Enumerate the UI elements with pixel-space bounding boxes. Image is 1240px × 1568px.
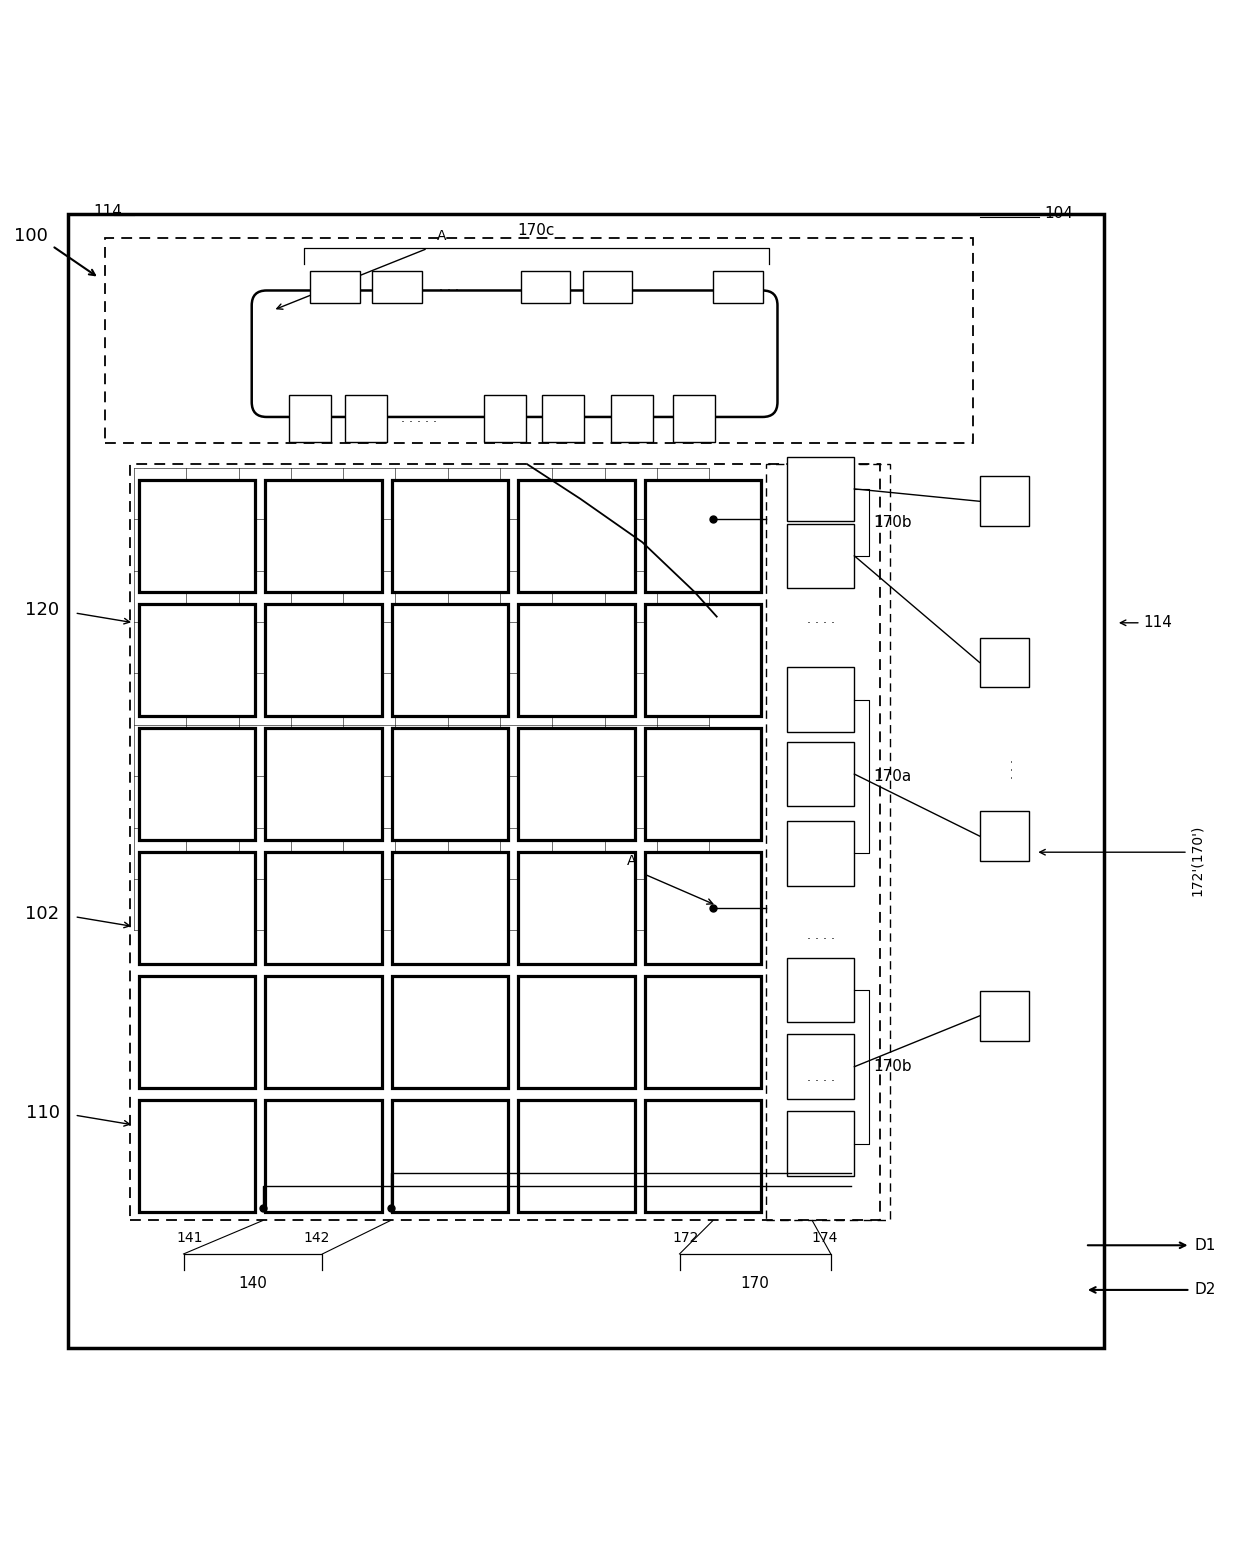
Text: 141: 141 bbox=[176, 1231, 203, 1245]
Text: 170b: 170b bbox=[873, 1060, 911, 1074]
Bar bbox=[345, 395, 387, 442]
Bar bbox=[139, 480, 255, 591]
Bar bbox=[673, 395, 715, 442]
Bar bbox=[787, 668, 854, 732]
Bar bbox=[980, 477, 1029, 527]
Bar bbox=[787, 822, 854, 886]
Bar bbox=[645, 480, 761, 591]
Bar bbox=[611, 395, 653, 442]
Text: 114: 114 bbox=[93, 204, 122, 218]
Bar bbox=[518, 604, 635, 717]
Bar bbox=[139, 728, 255, 840]
Bar bbox=[518, 1101, 635, 1212]
Bar bbox=[583, 271, 632, 303]
Text: . . .: . . . bbox=[1003, 759, 1016, 779]
Bar bbox=[139, 1101, 255, 1212]
Bar bbox=[713, 271, 763, 303]
Text: 110: 110 bbox=[26, 1104, 60, 1121]
Text: . . . .: . . . . bbox=[807, 613, 835, 626]
Bar bbox=[518, 480, 635, 591]
Bar bbox=[645, 1101, 761, 1212]
Bar bbox=[372, 271, 422, 303]
Text: 102: 102 bbox=[25, 905, 60, 924]
Bar bbox=[645, 851, 761, 964]
Bar bbox=[980, 638, 1029, 687]
Bar bbox=[787, 456, 854, 521]
Bar bbox=[392, 977, 508, 1088]
Bar bbox=[980, 991, 1029, 1041]
Bar bbox=[518, 977, 635, 1088]
Bar bbox=[265, 604, 382, 717]
Bar bbox=[392, 851, 508, 964]
Bar bbox=[518, 728, 635, 840]
Text: 120: 120 bbox=[25, 602, 60, 619]
Bar bbox=[392, 1101, 508, 1212]
Bar bbox=[980, 811, 1029, 861]
Bar bbox=[787, 958, 854, 1022]
Bar bbox=[518, 851, 635, 964]
Bar bbox=[645, 977, 761, 1088]
Bar bbox=[766, 464, 890, 1220]
Bar bbox=[787, 1112, 854, 1176]
Text: 114: 114 bbox=[1143, 615, 1172, 630]
FancyBboxPatch shape bbox=[252, 290, 777, 417]
Bar bbox=[787, 742, 854, 806]
Text: 170c: 170c bbox=[517, 223, 556, 238]
Text: 142: 142 bbox=[303, 1231, 330, 1245]
Bar bbox=[130, 464, 880, 1220]
Text: 170a: 170a bbox=[873, 768, 911, 784]
Text: 172: 172 bbox=[672, 1231, 699, 1245]
Text: . . . .: . . . . bbox=[807, 1071, 835, 1085]
Text: A: A bbox=[626, 855, 636, 869]
Bar bbox=[139, 604, 255, 717]
Text: 174: 174 bbox=[811, 1231, 838, 1245]
Bar bbox=[265, 851, 382, 964]
Bar bbox=[392, 604, 508, 717]
Text: 104: 104 bbox=[1044, 205, 1073, 221]
Text: D1: D1 bbox=[1194, 1237, 1215, 1253]
Bar bbox=[68, 213, 1104, 1348]
Text: 172'(170'): 172'(170') bbox=[1189, 825, 1204, 895]
Bar bbox=[787, 524, 854, 588]
Bar bbox=[645, 604, 761, 717]
Bar bbox=[265, 977, 382, 1088]
Text: 140: 140 bbox=[238, 1276, 268, 1292]
Text: . . .: . . . bbox=[439, 281, 459, 293]
Bar bbox=[521, 271, 570, 303]
Bar bbox=[392, 480, 508, 591]
Bar bbox=[139, 977, 255, 1088]
Bar bbox=[105, 238, 973, 444]
Bar bbox=[392, 728, 508, 840]
Bar bbox=[139, 851, 255, 964]
Bar bbox=[542, 395, 584, 442]
Bar bbox=[484, 395, 526, 442]
Bar bbox=[265, 728, 382, 840]
Text: 100: 100 bbox=[14, 227, 48, 245]
Bar bbox=[787, 1035, 854, 1099]
Text: 170: 170 bbox=[740, 1276, 770, 1292]
Bar bbox=[265, 1101, 382, 1212]
Bar bbox=[265, 480, 382, 591]
Text: D2: D2 bbox=[1194, 1283, 1215, 1297]
Bar bbox=[289, 395, 331, 442]
Text: A: A bbox=[436, 229, 446, 243]
Bar bbox=[310, 271, 360, 303]
Text: . . . . .: . . . . . bbox=[401, 412, 438, 425]
Text: . . . .: . . . . bbox=[807, 928, 835, 942]
Text: 170b: 170b bbox=[873, 514, 911, 530]
Bar bbox=[645, 728, 761, 840]
